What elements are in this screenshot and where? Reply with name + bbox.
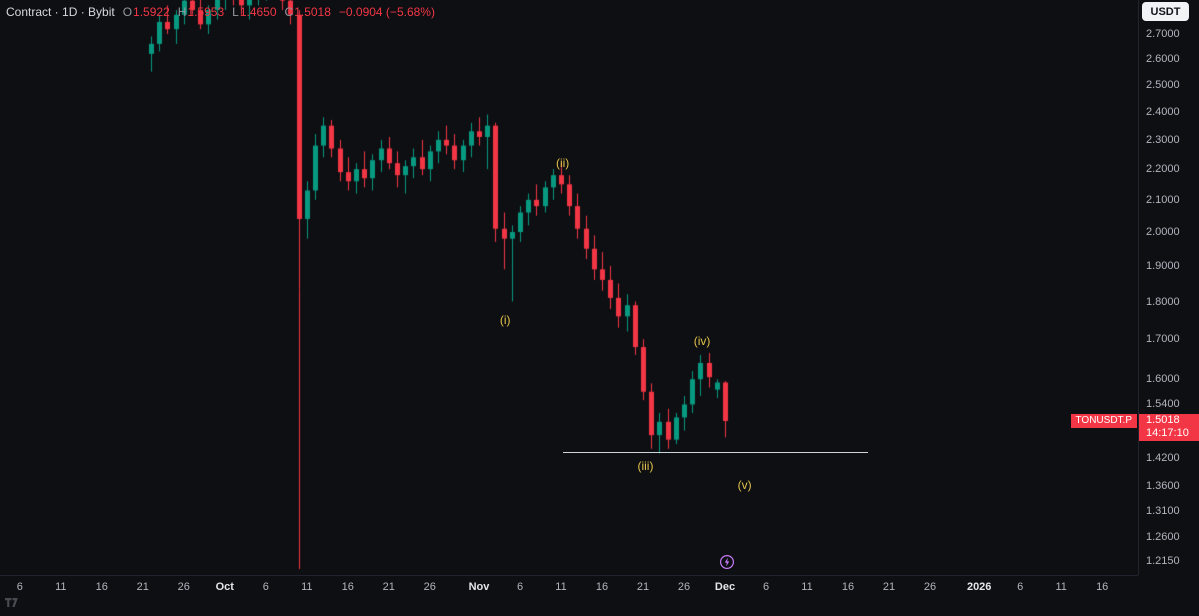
time-tick-label: 6 — [16, 581, 23, 593]
price-tick-label: 2.0000 — [1146, 226, 1180, 238]
time-tick-label: 21 — [882, 581, 896, 593]
time-tick-label: 16 — [95, 581, 108, 593]
last-price-badge: 1.5018 14:17:10 — [1139, 414, 1199, 441]
price-tick-label: 1.4200 — [1146, 452, 1180, 464]
price-tick-label: 1.3100 — [1146, 505, 1180, 517]
tradingview-logo-icon[interactable] — [5, 594, 18, 612]
time-tick-label: 16 — [1096, 581, 1109, 593]
price-tick-label: 1.3600 — [1146, 480, 1180, 492]
time-tick-label: Nov — [468, 581, 490, 593]
price-tick-label: 1.2150 — [1146, 555, 1180, 567]
time-tick-label: Dec — [714, 581, 736, 593]
time-tick-label: 16 — [841, 581, 855, 593]
time-tick-label: 6 — [1017, 581, 1024, 593]
time-tick-label: 11 — [555, 581, 567, 593]
price-change: −0.0904 (−5.68%) — [338, 5, 435, 19]
price-tick-label: 2.6000 — [1146, 53, 1180, 65]
elliott-wave-label-v[interactable]: (v) — [737, 478, 752, 493]
symbol-title[interactable]: Contract · 1D · Bybit — [6, 5, 115, 19]
countdown-timer: 14:17:10 — [1146, 427, 1189, 439]
ohlc-low: L 1.4650 — [232, 5, 277, 19]
price-event-icon[interactable] — [719, 554, 735, 570]
price-tick-label: 2.7000 — [1146, 28, 1180, 40]
chart-pane[interactable]: (i) (ii) (iii) (iv) (v) Contract · 1D · Bybi… — [0, 0, 1138, 575]
time-tick-label: 11 — [301, 581, 313, 593]
support-line[interactable] — [562, 452, 869, 453]
time-tick-label: 26 — [423, 581, 436, 593]
last-price: 1.5018 — [1146, 414, 1180, 426]
time-tick-label: 11 — [801, 581, 813, 593]
elliott-wave-label-iii[interactable]: (iii) — [637, 458, 654, 473]
price-tick-label: 2.5000 — [1146, 79, 1180, 91]
elliott-wave-label-ii[interactable]: (ii) — [555, 156, 570, 171]
price-tick-label: 1.9000 — [1146, 260, 1180, 272]
ohlc-high: H 1.5953 — [177, 5, 225, 19]
price-tick-label: 2.2000 — [1146, 163, 1180, 175]
time-tick-label: 26 — [923, 581, 937, 593]
price-tick-label: 2.4000 — [1146, 106, 1180, 118]
lightning-circle-icon — [720, 554, 735, 569]
time-tick-label: 11 — [1055, 581, 1067, 593]
time-tick-label: 11 — [55, 581, 67, 593]
elliott-wave-label-i[interactable]: (i) — [499, 313, 511, 328]
time-tick-label: 6 — [762, 581, 770, 593]
time-tick-label: 16 — [341, 581, 354, 593]
ohlc-open: O 1.5922 — [122, 5, 170, 19]
price-axis[interactable]: USDT 2.7000 2.6000 2.5000 2.4000 2.3000 2.200… — [1138, 0, 1199, 575]
time-tick-label: 16 — [595, 581, 609, 593]
price-tick-label: 2.3000 — [1146, 134, 1180, 146]
price-tick-label: 1.8000 — [1146, 296, 1180, 308]
price-tick-label: 2.1000 — [1146, 194, 1180, 206]
time-tick-label: 26 — [677, 581, 691, 593]
currency-toggle-button[interactable]: USDT — [1142, 2, 1189, 21]
elliott-wave-label-iv[interactable]: (iv) — [693, 334, 711, 349]
ohlc-close: C 1.5018 — [284, 5, 331, 19]
time-tick-label: 21 — [136, 581, 149, 593]
price-tick-label: 1.6000 — [1146, 373, 1180, 385]
time-tick-label: 2026 — [966, 581, 992, 593]
time-tick-label: 6 — [516, 581, 524, 593]
time-tick-label: 6 — [262, 581, 269, 593]
time-tick-label: 26 — [177, 581, 190, 593]
time-tick-label: Oct — [215, 581, 234, 593]
symbol-price-tag: TONUSDT.P — [1070, 414, 1137, 428]
time-tick-label: 21 — [636, 581, 650, 593]
candlestick-chart-canvas[interactable] — [0, 0, 1138, 574]
price-tick-label: 1.2600 — [1146, 531, 1180, 543]
price-tick-label: 1.5400 — [1146, 398, 1180, 410]
time-tick-label: 21 — [382, 581, 395, 593]
time-axis[interactable]: 6 11 16 21 26 Oct 6 11 16 21 26 Nov 6 11 16 21 26 Dec 6 11 1… — [0, 575, 1138, 601]
price-tick-label: 1.7000 — [1146, 333, 1180, 345]
